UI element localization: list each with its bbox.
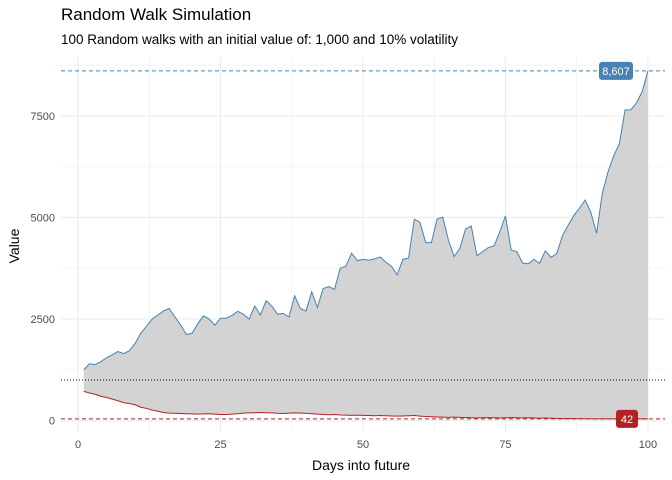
x-tick-label: 25 bbox=[214, 439, 226, 451]
x-tick-labels: 0 25 50 75 100 bbox=[75, 439, 657, 451]
x-tick-label: 0 bbox=[75, 439, 81, 451]
max-badge-box bbox=[599, 61, 633, 80]
chart-title: Random Walk Simulation bbox=[61, 5, 252, 24]
min-badge-label: 42 bbox=[621, 414, 633, 426]
x-tick-label: 100 bbox=[639, 439, 657, 451]
chart-subtitle: 100 Random walks with an initial value o… bbox=[61, 32, 458, 47]
max-value-badge: 8,607 bbox=[599, 61, 633, 80]
x-tick-label: 75 bbox=[499, 439, 511, 451]
y-tick-labels: 0 2500 5000 7500 bbox=[31, 111, 55, 428]
max-series-line bbox=[83, 70, 649, 371]
y-tick-label: 2500 bbox=[31, 314, 55, 326]
range-area bbox=[83, 70, 648, 419]
y-tick-label: 5000 bbox=[31, 212, 55, 224]
min-series-line bbox=[83, 390, 648, 420]
min-badge-box bbox=[616, 409, 638, 428]
x-axis-title: Days into future bbox=[312, 457, 410, 473]
y-tick-label: 7500 bbox=[31, 111, 55, 123]
y-axis-title: Value bbox=[6, 228, 22, 263]
x-tick-label: 50 bbox=[357, 439, 369, 451]
min-value-badge: 42 bbox=[616, 409, 638, 428]
y-tick-label: 0 bbox=[49, 416, 55, 428]
max-badge-label: 8,607 bbox=[602, 66, 630, 78]
